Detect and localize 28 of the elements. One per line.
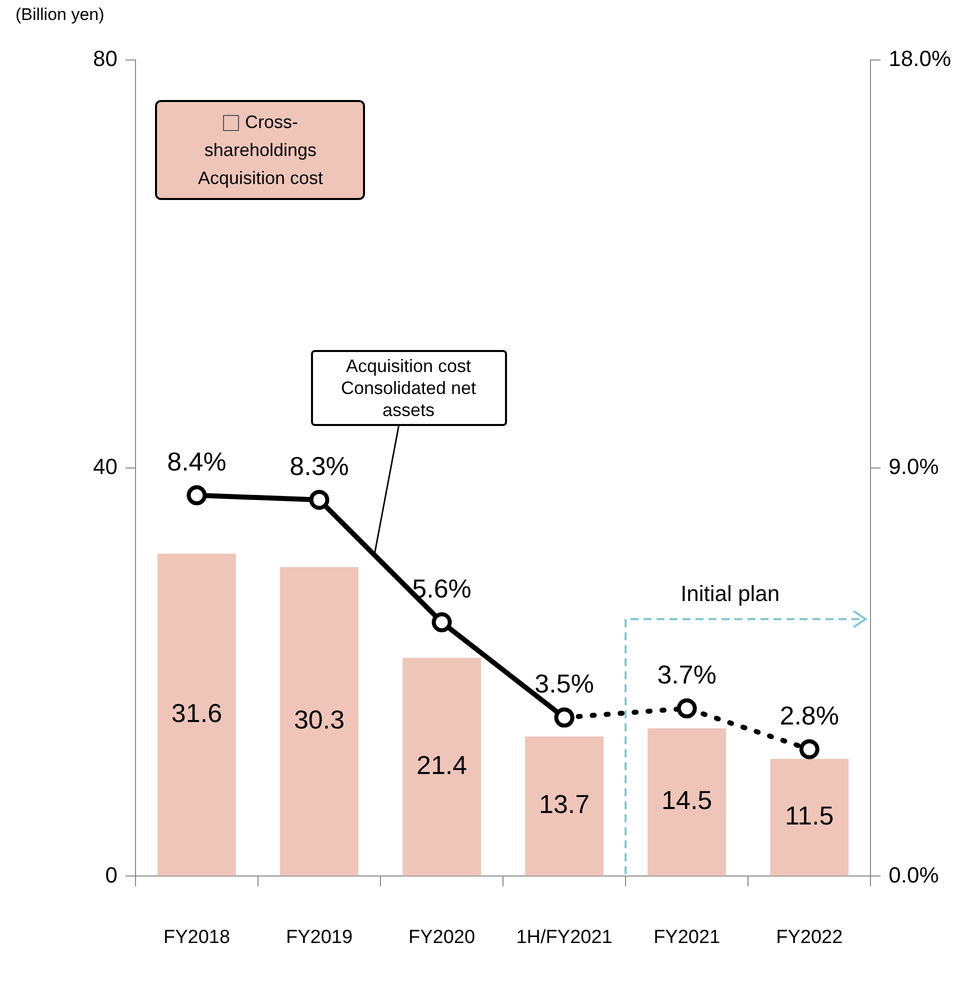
- x-tick-label: FY2022: [776, 926, 843, 948]
- y-axis-title: (Billion yen): [15, 5, 104, 25]
- data-label: 31.6: [171, 698, 222, 728]
- data-label: 8.4%: [167, 446, 226, 476]
- data-label: 11.5: [785, 800, 834, 830]
- text: Acquisition cost Consolidated net assets: [312, 352, 505, 424]
- y2-tick-label: 18.0%: [888, 46, 952, 72]
- data-label: 3.5%: [534, 668, 594, 699]
- x-tick-label: FY2020: [408, 926, 476, 948]
- data-label: 14.5: [662, 785, 712, 816]
- data-label: 3.7%: [657, 660, 716, 690]
- data-label: 2.8%: [780, 700, 839, 730]
- x-tick-label: FY2021: [654, 926, 720, 948]
- y-tick-label: 80: [92, 46, 118, 72]
- legend-label: Cross-shareholdings Acquisition cost: [198, 112, 323, 188]
- y2-tick-label: 0.0%: [888, 862, 939, 888]
- data-label: 21.4: [416, 750, 468, 780]
- y-tick-label: 40: [92, 454, 118, 480]
- annotation: Initial plan: [680, 581, 780, 608]
- data-label: 8.3%: [290, 451, 349, 482]
- x-tick-label: 1H/FY2021: [516, 926, 612, 948]
- y-tick-label: 0: [105, 862, 118, 888]
- x-tick-label: FY2019: [286, 926, 353, 948]
- data-label: 13.7: [539, 789, 590, 820]
- x-tick-label: FY2018: [163, 926, 230, 948]
- data-label: 5.6%: [412, 573, 472, 604]
- data-label: 30.3: [294, 704, 345, 735]
- y2-tick-label: 9.0%: [888, 454, 939, 480]
